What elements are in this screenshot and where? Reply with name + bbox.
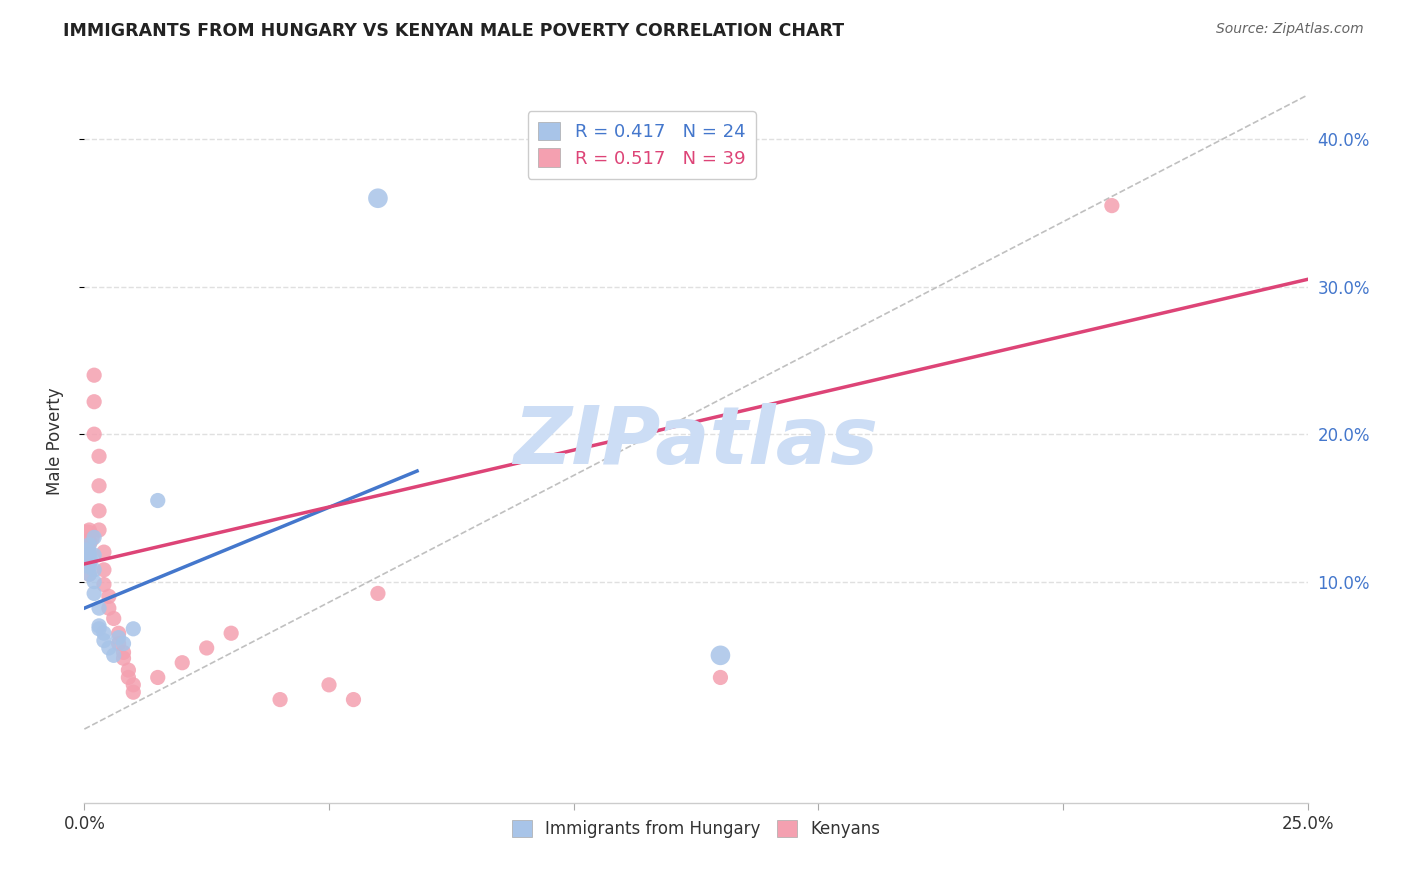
Point [318,678,340,692]
Point [87,450,110,464]
Point [709,648,731,663]
Point [77,548,100,562]
Point [172,656,194,670]
Point [77,557,100,571]
Point [83,574,105,589]
Point [112,636,135,650]
Point [83,548,105,562]
Point [93,545,115,559]
Point [93,633,115,648]
Point [146,670,169,684]
Point [87,504,110,518]
Point [269,692,291,706]
Point [107,626,129,640]
Text: ZIPatlas: ZIPatlas [513,402,879,481]
Point [87,619,110,633]
Point [112,645,135,659]
Point [77,523,100,537]
Point [77,560,100,574]
Point [77,545,100,559]
Point [93,577,115,591]
Point [77,538,100,552]
Y-axis label: Male Poverty: Male Poverty [45,388,63,495]
Point [77,567,100,582]
Point [83,394,105,409]
Point [117,670,139,684]
Point [219,626,242,640]
Point [97,640,120,655]
Point [122,622,145,636]
Point [112,651,135,665]
Point [87,601,110,615]
Point [122,685,145,699]
Point [195,640,218,655]
Point [87,523,110,537]
Point [83,563,105,577]
Point [93,626,115,640]
Point [103,648,125,663]
Point [83,530,105,544]
Point [76,542,98,557]
Point [83,368,105,383]
Point [77,548,100,562]
Point [103,611,125,625]
Point [117,663,139,677]
Point [367,191,389,205]
Point [83,586,105,600]
Point [77,552,100,566]
Point [87,622,110,636]
Text: Source: ZipAtlas.com: Source: ZipAtlas.com [1216,22,1364,37]
Point [83,427,105,442]
Point [97,601,120,615]
Legend: Immigrants from Hungary, Kenyans: Immigrants from Hungary, Kenyans [505,814,887,845]
Point [93,563,115,577]
Point [367,586,389,600]
Point [146,493,169,508]
Text: IMMIGRANTS FROM HUNGARY VS KENYAN MALE POVERTY CORRELATION CHART: IMMIGRANTS FROM HUNGARY VS KENYAN MALE P… [63,22,845,40]
Point [76,530,98,544]
Point [107,636,129,650]
Point [77,533,100,548]
Point [87,479,110,493]
Point [76,545,98,559]
Point [1101,199,1123,213]
Point [77,567,100,582]
Point [122,678,145,692]
Point [342,692,364,706]
Point [107,631,129,645]
Point [97,590,120,604]
Point [709,670,731,684]
